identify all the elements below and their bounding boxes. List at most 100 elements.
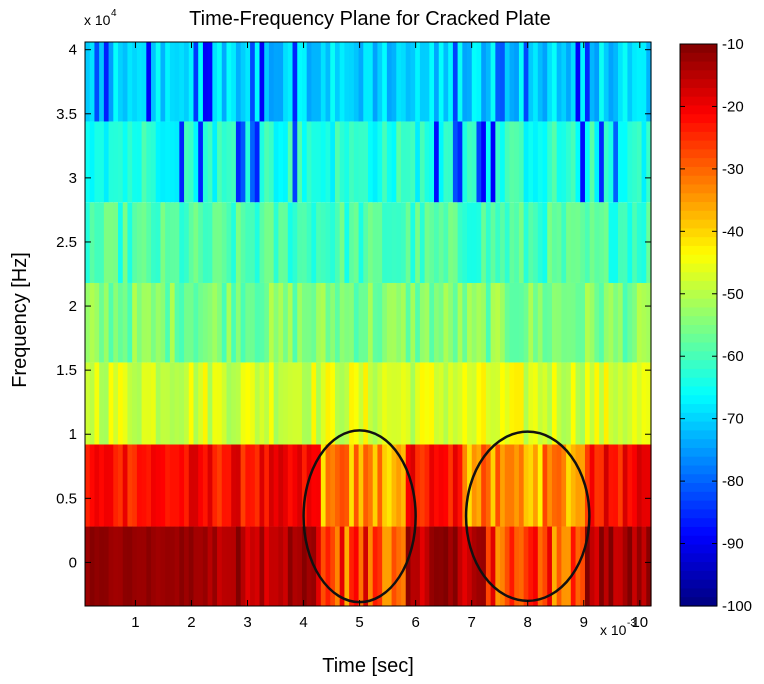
heatmap-cell [325, 202, 331, 283]
heatmap-cell [334, 444, 341, 527]
x-tick-label: 7 [468, 614, 476, 631]
heatmap-cell [556, 121, 562, 203]
heatmap-cell [580, 121, 586, 203]
heatmap-cell [212, 202, 218, 283]
heatmap-cell [254, 42, 261, 122]
heatmap-cell [231, 444, 237, 527]
heatmap-cell [283, 362, 289, 445]
heatmap-cell [231, 282, 237, 363]
heatmap-cell [594, 42, 600, 122]
colorbar-swatch [680, 52, 717, 63]
heatmap-cell [632, 42, 638, 122]
heatmap-cell [353, 526, 360, 606]
colorbar-swatch [680, 140, 717, 150]
heatmap-cell [301, 362, 308, 445]
heatmap-cell [500, 42, 506, 122]
heatmap-cell [405, 282, 412, 363]
heatmap-cell [311, 444, 317, 527]
heatmap-cell [217, 202, 223, 283]
heatmap-cell [617, 526, 624, 606]
heatmap-cell [287, 526, 294, 606]
heatmap-cell [268, 526, 275, 606]
heatmap-cell [245, 362, 251, 445]
heatmap-cell [358, 444, 364, 527]
colorbar-swatch [680, 44, 717, 54]
y-multiplier-exponent: 4 [111, 8, 117, 19]
heatmap-cell [207, 526, 213, 606]
heatmap-cell [636, 42, 643, 122]
heatmap-cell [268, 362, 275, 445]
heatmap-cell [429, 526, 435, 606]
heatmap-cell [278, 526, 284, 606]
heatmap-cell [103, 42, 110, 122]
heatmap-cell [603, 282, 610, 363]
heatmap-cell [99, 121, 105, 203]
heatmap-cell [410, 121, 416, 203]
heatmap-cell [584, 526, 591, 606]
heatmap-cell [198, 444, 204, 527]
heatmap-cell [349, 42, 355, 122]
heatmap-cell [457, 121, 463, 203]
heatmap-cell [547, 526, 553, 606]
heatmap-cell [589, 121, 595, 203]
heatmap-cell [410, 526, 416, 606]
heatmap-cell [89, 282, 96, 363]
heatmap-cell [476, 282, 482, 363]
heatmap-cell [226, 362, 232, 445]
heatmap-cell [273, 202, 279, 283]
heatmap-cell [339, 121, 346, 203]
heatmap-cell [198, 526, 204, 606]
heatmap-cell [632, 121, 638, 203]
heatmap-cell [556, 444, 562, 527]
heatmap-cell [627, 362, 633, 445]
heatmap-cell [396, 362, 402, 445]
heatmap-cell [551, 444, 558, 527]
heatmap-cell [523, 121, 529, 203]
heatmap-cell [99, 362, 105, 445]
heatmap-cell [401, 444, 407, 527]
heatmap-cell [250, 282, 256, 363]
heatmap-cell [118, 282, 124, 363]
heatmap-cell [151, 42, 157, 122]
heatmap-cell [202, 526, 209, 606]
heatmap-cell [268, 121, 275, 203]
heatmap-cell [533, 444, 539, 527]
colorbar-swatch [680, 61, 717, 71]
heatmap-cell [325, 121, 331, 203]
heatmap-cell [617, 121, 624, 203]
heatmap-cell [424, 42, 430, 122]
heatmap-cell [174, 202, 180, 283]
colorbar-swatch [680, 166, 717, 177]
heatmap-cell [85, 121, 91, 203]
heatmap-cell [476, 444, 482, 527]
heatmap-cell [231, 202, 237, 283]
heatmap-cell [108, 282, 114, 363]
heatmap-cell [608, 444, 614, 527]
heatmap-cell [113, 444, 119, 527]
heatmap-cell [349, 444, 355, 527]
heatmap-cell [528, 362, 534, 445]
y-axis-label: Frequency [Hz] [9, 252, 31, 388]
heatmap-cell [89, 362, 96, 445]
heatmap-cell [221, 202, 228, 283]
heatmap-cell [283, 282, 289, 363]
heatmap-cell [217, 362, 223, 445]
heatmap-cell [240, 444, 246, 527]
heatmap-cell [405, 444, 412, 527]
heatmap-cell [122, 526, 129, 606]
colorbar-swatch [680, 360, 717, 370]
heatmap-cell [358, 362, 364, 445]
heatmap-cell [122, 42, 129, 122]
heatmap-cell [151, 121, 157, 203]
heatmap-cell [584, 282, 591, 363]
heatmap-cell [377, 121, 383, 203]
heatmap-cell [481, 526, 487, 606]
heatmap-cell [528, 121, 534, 203]
heatmap-cell [500, 202, 506, 283]
heatmap-cell [155, 121, 162, 203]
colorbar-swatch [680, 228, 717, 238]
heatmap-cell [212, 42, 218, 122]
heatmap-cell [103, 282, 110, 363]
heatmap-cell [363, 202, 369, 283]
colorbar-swatch [680, 404, 717, 414]
